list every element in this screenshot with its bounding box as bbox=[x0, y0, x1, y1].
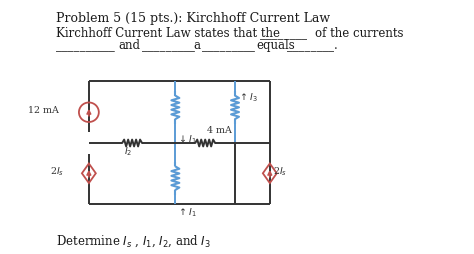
Text: Determine $I_s$ , $I_1$, $I_2$, and $I_3$: Determine $I_s$ , $I_1$, $I_2$, and $I_3… bbox=[56, 234, 211, 249]
Text: a: a bbox=[193, 39, 200, 53]
Text: and: and bbox=[118, 39, 141, 53]
Text: of the currents: of the currents bbox=[315, 27, 403, 40]
Text: _________: _________ bbox=[142, 39, 194, 53]
Text: _________: _________ bbox=[202, 39, 255, 53]
Text: __________: __________ bbox=[56, 39, 115, 53]
Text: $\uparrow$$I_3$: $\uparrow$$I_3$ bbox=[238, 91, 258, 104]
Text: 12 mA: 12 mA bbox=[28, 106, 59, 115]
Text: 4 mA: 4 mA bbox=[207, 126, 232, 135]
Text: Problem 5 (15 pts.): Kirchhoff Current Law: Problem 5 (15 pts.): Kirchhoff Current L… bbox=[56, 12, 330, 25]
Text: $\uparrow$$I_1$: $\uparrow$$I_1$ bbox=[177, 207, 197, 219]
Text: 2$I_s$: 2$I_s$ bbox=[273, 165, 287, 178]
Text: equals: equals bbox=[256, 39, 295, 53]
Text: $\downarrow$$I_1$: $\downarrow$$I_1$ bbox=[177, 133, 197, 146]
Text: Kirchhoff Current Law states that the: Kirchhoff Current Law states that the bbox=[56, 27, 280, 40]
Text: 2$I_s$: 2$I_s$ bbox=[50, 165, 64, 178]
Text: ________: ________ bbox=[260, 27, 307, 40]
Text: ________.: ________. bbox=[287, 39, 337, 53]
Text: $I_2$: $I_2$ bbox=[124, 146, 133, 158]
